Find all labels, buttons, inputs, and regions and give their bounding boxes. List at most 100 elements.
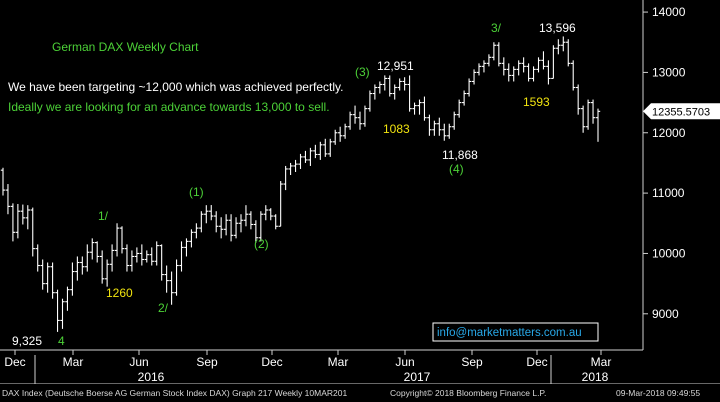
ohlc-bar — [337, 126, 343, 142]
footer-security-description: DAX Index (Deutsche Boerse AG German Sto… — [2, 388, 348, 398]
ohlc-bar — [590, 99, 596, 124]
ohlc-bar — [461, 90, 467, 106]
comment-advance: Ideally we are looking for an advance to… — [8, 100, 330, 114]
ohlc-bar — [139, 244, 145, 266]
ohlc-bar — [323, 138, 328, 157]
ohlc-bar — [313, 144, 318, 159]
ohlc-bar — [501, 57, 506, 76]
ohlc-bar — [149, 247, 154, 266]
ohlc-bar — [184, 238, 189, 257]
ohlc-bar — [471, 69, 477, 85]
ohlc-bar — [109, 244, 115, 272]
ohlc-bar — [104, 259, 110, 287]
wave-4-paren-label: (4) — [449, 162, 464, 176]
ohlc-bar — [422, 96, 427, 121]
ohlc-bar — [437, 117, 442, 136]
wave-3-paren-label: (3) — [355, 65, 370, 79]
ohlc-bar — [45, 262, 50, 293]
ohlc-bar — [452, 111, 457, 130]
ohlc-bar — [40, 259, 45, 290]
ohlc-bar — [263, 205, 268, 221]
y-tick-label: 11000 — [652, 186, 685, 200]
ohlc-bar — [541, 51, 546, 70]
ohlc-bar — [119, 226, 125, 254]
ohlc-bar — [214, 211, 219, 233]
comment-target-achieved: We have been targeting ~12,000 which was… — [8, 80, 343, 94]
x-tick-label: Sep — [196, 355, 218, 369]
ohlc-bar — [0, 167, 6, 196]
ohlc-bar — [412, 102, 417, 115]
ohlc-bar — [129, 250, 135, 272]
ohlc-bar — [402, 77, 407, 91]
ohlc-bar — [362, 105, 368, 127]
ohlc-bar — [228, 214, 234, 242]
ohlc-bar — [571, 60, 576, 91]
wave-2-paren-label: (2) — [254, 237, 269, 251]
x-tick-label: Jun — [395, 355, 414, 369]
ohlc-bar — [144, 250, 149, 263]
label-high-13596: 13,596 — [539, 21, 576, 35]
ohlc-bar — [10, 203, 16, 242]
ohlc-bar — [372, 84, 378, 100]
price-bars — [0, 36, 601, 332]
ohlc-bar — [35, 244, 40, 272]
ohlc-bar — [561, 36, 566, 52]
last-price-label: 12355.5703 — [652, 106, 710, 118]
ohlc-bar — [273, 214, 278, 230]
year-label: 2017 — [404, 370, 431, 384]
ohlc-bar — [496, 42, 502, 67]
wave-1-paren-label: (1) — [189, 185, 204, 199]
ohlc-bar — [491, 42, 497, 61]
wave-3-slash-label: 3/ — [491, 21, 502, 35]
ohlc-bar — [288, 162, 293, 175]
ohlc-bar — [575, 84, 581, 115]
ohlc-bar — [114, 223, 120, 257]
ohlc-bar — [377, 81, 383, 94]
label-low-11868: 11,868 — [442, 148, 478, 162]
ohlc-bar — [15, 203, 21, 239]
ohlc-bar — [174, 259, 179, 296]
ohlc-bar — [432, 120, 437, 136]
ohlc-bar — [442, 123, 447, 141]
ohlc-bar — [328, 138, 333, 157]
ohlc-bar — [481, 60, 487, 73]
ohlc-bar — [95, 241, 100, 263]
ohlc-bar — [531, 66, 536, 82]
dax-weekly-chart: 9000 10000 11000 12000 13000 14000 Dec Mar Jun S… — [0, 0, 720, 384]
y-axis: 9000 10000 11000 12000 13000 14000 — [643, 5, 686, 321]
footer-timestamp: 09-Mar-2018 09:49:55 — [616, 388, 701, 398]
ohlc-bar — [268, 208, 273, 221]
label-low-9325: 9,325 — [12, 334, 42, 348]
ohlc-bar — [318, 141, 323, 160]
y-tick-label: 9000 — [652, 307, 679, 321]
ohlc-bar — [511, 66, 516, 82]
ohlc-bar — [308, 147, 313, 166]
ohlc-bar — [159, 244, 164, 281]
ohlc-bar — [585, 99, 591, 130]
ohlc-bar — [25, 205, 30, 230]
ohlc-bar — [387, 75, 392, 97]
ohlc-bar — [199, 211, 204, 233]
ohlc-bar — [556, 39, 561, 55]
ohlc-bar — [521, 57, 526, 73]
x-tick-label: Mar — [328, 355, 349, 369]
ohlc-bar — [298, 153, 303, 169]
ohlc-bar — [382, 75, 387, 91]
ohlc-bar — [179, 241, 184, 272]
ohlc-bar — [352, 105, 358, 124]
ohlc-bar — [75, 256, 80, 281]
ohlc-bar — [476, 63, 482, 76]
ohlc-bar — [516, 60, 521, 76]
footer-copyright: Copyright© 2018 Bloomberg Finance L.P. — [390, 388, 547, 398]
ohlc-bar — [218, 217, 224, 239]
ohlc-bar — [65, 286, 70, 311]
ohlc-bar — [124, 244, 130, 272]
ohlc-bar — [566, 39, 571, 67]
points-1083-label: 1083 — [383, 122, 410, 136]
ohlc-bar — [85, 244, 90, 272]
ohlc-bar — [546, 60, 551, 85]
x-tick-label: Mar — [591, 355, 612, 369]
contact-email[interactable]: info@marketmatters.com.au — [437, 327, 582, 339]
wave-1-slash-label: 1/ — [98, 209, 109, 223]
ohlc-bar — [194, 223, 199, 239]
